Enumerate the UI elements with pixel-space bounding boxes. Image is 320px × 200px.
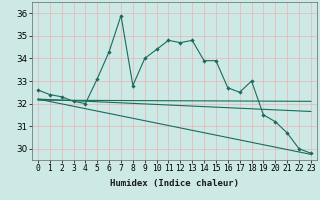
X-axis label: Humidex (Indice chaleur): Humidex (Indice chaleur) — [110, 179, 239, 188]
